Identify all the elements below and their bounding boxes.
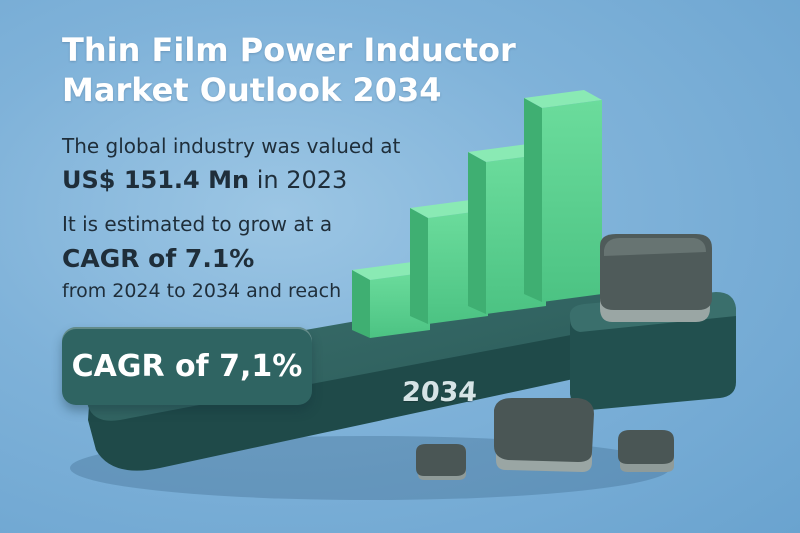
- valued-line: US$ 151.4 Mn in 2023: [62, 166, 347, 194]
- inductor-small-left: [416, 444, 466, 480]
- inductor-small-right: [618, 430, 674, 472]
- valued-intro: The global industry was valued at: [62, 134, 401, 158]
- page-title: Thin Film Power Inductor Market Outlook …: [62, 30, 522, 110]
- bar-4: [524, 90, 602, 302]
- title-line-2: Market Outlook 2034: [62, 71, 442, 109]
- inductor-large: [600, 234, 712, 322]
- valued-year: in 2023: [256, 166, 348, 194]
- cagr-badge-label: CAGR of 7,1%: [71, 348, 303, 384]
- market-value: US$ 151.4 Mn: [62, 166, 250, 194]
- growth-intro: It is estimated to grow at a: [62, 212, 333, 236]
- bar-chart: [352, 90, 602, 338]
- title-line-1: Thin Film Power Inductor: [62, 31, 516, 69]
- cagr-badge: CAGR of 7,1%: [62, 327, 312, 405]
- growth-period: from 2024 to 2034 and reach: [62, 280, 342, 302]
- inductor-medium: [494, 398, 594, 472]
- platform-year-label: 2034: [400, 377, 479, 408]
- growth-cagr: CAGR of 7.1%: [62, 244, 255, 273]
